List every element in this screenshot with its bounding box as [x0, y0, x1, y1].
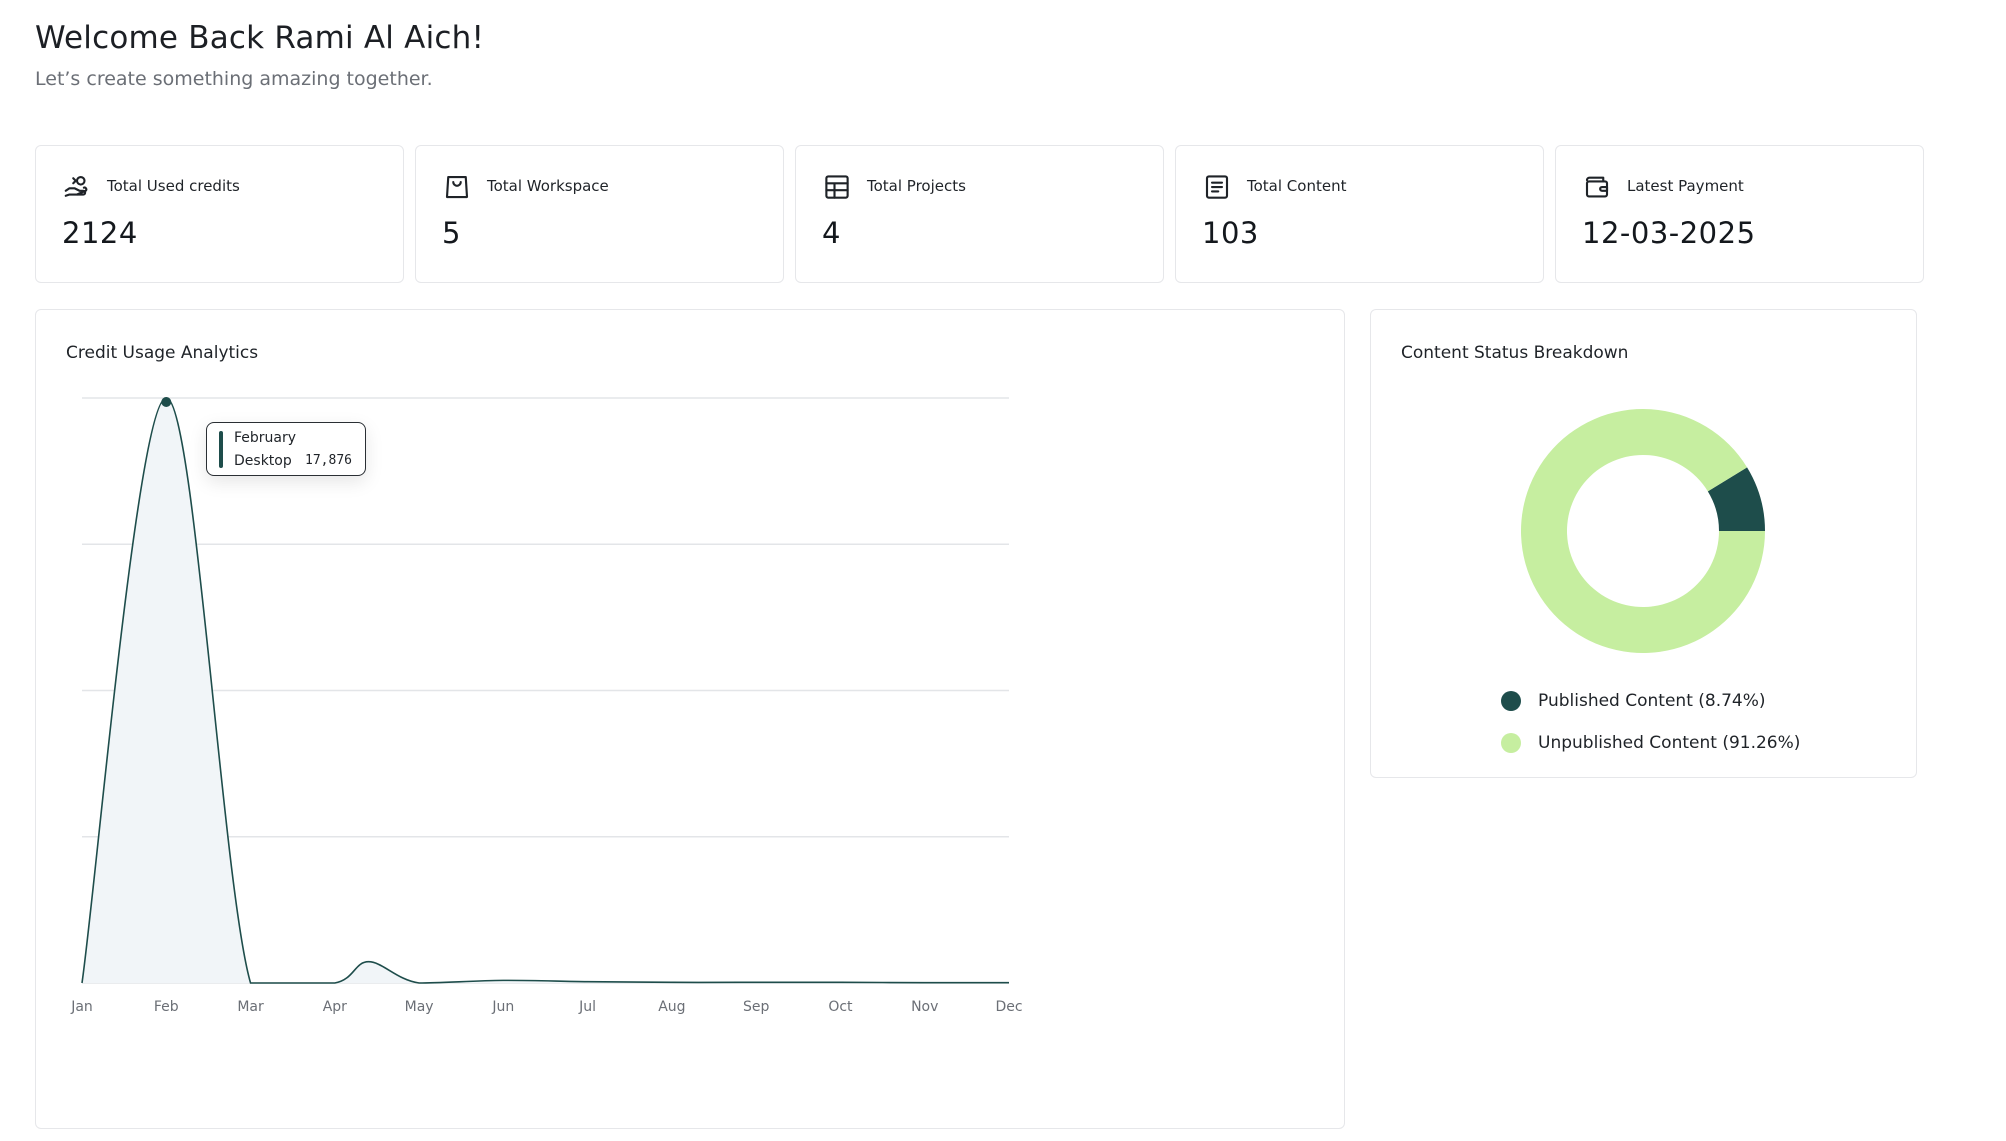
- welcome-title: Welcome Back Rami Al Aich!: [35, 20, 485, 56]
- donut-legend: Published Content (8.74%) Unpublished Co…: [1501, 680, 1800, 764]
- x-tick-label: Jul: [578, 999, 596, 1015]
- stat-card-workspace: Total Workspace 5: [415, 145, 784, 283]
- credit-usage-panel: Credit Usage Analytics Jan Feb Mar Apr May Ju…: [35, 309, 1345, 1129]
- wallet-icon: [1585, 176, 1609, 198]
- stat-card-payment: Latest Payment 12-03-2025: [1555, 145, 1924, 283]
- table-grid-icon: [825, 175, 849, 199]
- x-tick-label: Nov: [911, 999, 938, 1015]
- x-tick-label: Jan: [70, 999, 93, 1015]
- x-tick-label: Dec: [995, 999, 1022, 1015]
- stat-value: 12-03-2025: [1582, 216, 1756, 250]
- document-lines-icon: [1205, 175, 1229, 199]
- stat-label: Latest Payment: [1627, 177, 1744, 195]
- chart-tooltip: February Desktop 17,876: [206, 422, 366, 476]
- donut-slice-published[interactable]: [1707, 467, 1765, 531]
- legend-dot: [1501, 733, 1521, 753]
- credits-hand-icon: [64, 175, 88, 197]
- x-tick-label: Oct: [828, 999, 853, 1015]
- stat-label: Total Workspace: [487, 177, 609, 195]
- panel-title: Credit Usage Analytics: [66, 343, 259, 363]
- welcome-subtitle: Let’s create something amazing together.: [35, 68, 433, 90]
- stat-label: Total Projects: [867, 177, 966, 195]
- stat-value: 4: [822, 216, 841, 250]
- x-tick-label: Sep: [743, 999, 770, 1015]
- stat-value: 103: [1202, 216, 1259, 250]
- legend-item-unpublished[interactable]: Unpublished Content (91.26%): [1501, 722, 1800, 764]
- tooltip-month: February: [234, 430, 297, 446]
- stat-value: 5: [442, 216, 461, 250]
- stat-label: Total Content: [1247, 177, 1347, 195]
- x-tick-label: Jun: [491, 999, 514, 1015]
- stat-value: 2124: [62, 216, 138, 250]
- stat-label: Total Used credits: [107, 177, 240, 195]
- legend-dot: [1501, 691, 1521, 711]
- shopping-bag-icon: [445, 175, 469, 199]
- tooltip-series: Desktop: [234, 453, 292, 469]
- stat-card-content: Total Content 103: [1175, 145, 1544, 283]
- x-tick-label: Feb: [154, 999, 179, 1015]
- legend-label: Published Content (8.74%): [1538, 691, 1766, 711]
- credit-usage-chart[interactable]: Jan Feb Mar Apr May Jun Jul Aug Sep Oct Nov Dec: [36, 310, 1346, 1130]
- donut-slice-unpublished[interactable]: [1521, 409, 1765, 653]
- stat-card-credits: Total Used credits 2124: [35, 145, 404, 283]
- tooltip-series-indicator: [219, 431, 223, 468]
- x-tick-label: Mar: [237, 999, 264, 1015]
- x-tick-label: Apr: [323, 999, 347, 1015]
- chart-active-point[interactable]: [161, 397, 172, 407]
- x-tick-label: May: [405, 999, 434, 1015]
- tooltip-value: 17,876: [305, 453, 352, 468]
- content-status-donut[interactable]: [1513, 401, 1773, 661]
- stat-card-projects: Total Projects 4: [795, 145, 1164, 283]
- legend-label: Unpublished Content (91.26%): [1538, 733, 1801, 753]
- chart-area-fill: [82, 398, 1009, 983]
- legend-item-published[interactable]: Published Content (8.74%): [1501, 680, 1800, 722]
- x-tick-label: Aug: [658, 999, 685, 1015]
- panel-title: Content Status Breakdown: [1401, 343, 1629, 363]
- content-status-panel: Content Status Breakdown Published Conte…: [1370, 309, 1917, 778]
